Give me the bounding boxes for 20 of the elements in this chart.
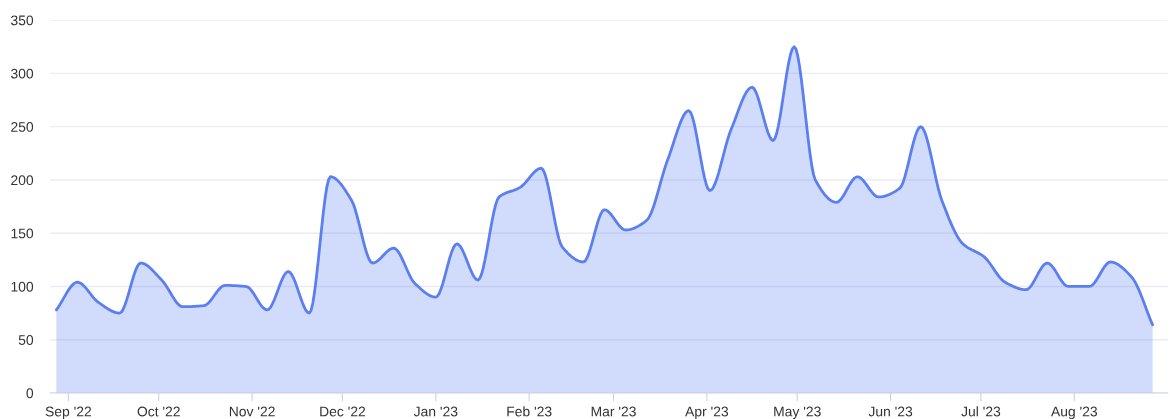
x-tick-label: Jun '23 bbox=[868, 406, 913, 417]
y-tick-label: 200 bbox=[11, 175, 34, 186]
x-tick-label: Sep '22 bbox=[45, 406, 92, 419]
y-tick-label: 250 bbox=[11, 121, 34, 132]
y-tick-label: 0 bbox=[26, 388, 34, 399]
x-tick-label: Oct '22 bbox=[137, 406, 180, 417]
y-tick-label: 350 bbox=[11, 15, 34, 26]
x-tick-label: Jul '23 bbox=[961, 406, 1001, 417]
x-tick-label: Nov '22 bbox=[229, 406, 275, 417]
x-tick-label: Aug '23 bbox=[1050, 406, 1098, 419]
x-tick-label: Mar '23 bbox=[591, 406, 636, 417]
x-tick-label: Feb '23 bbox=[507, 406, 552, 417]
x-tick-label: May '23 bbox=[774, 406, 821, 419]
x-tick-label: Apr '23 bbox=[685, 406, 729, 419]
x-tick-label: Dec '22 bbox=[320, 406, 366, 417]
y-tick-label: 100 bbox=[11, 281, 34, 292]
y-tick-label: 150 bbox=[11, 228, 34, 239]
y-tick-label: 300 bbox=[11, 68, 34, 79]
y-tick-label: 50 bbox=[18, 335, 34, 345]
x-tick-label: Jan '23 bbox=[413, 406, 458, 417]
